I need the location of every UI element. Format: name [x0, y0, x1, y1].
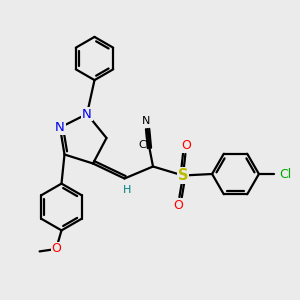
Text: O: O — [173, 199, 183, 212]
Text: C: C — [138, 140, 146, 150]
Text: Cl: Cl — [279, 167, 291, 181]
Text: N: N — [55, 121, 65, 134]
Text: O: O — [181, 139, 191, 152]
Text: N: N — [142, 116, 150, 127]
Text: S: S — [178, 168, 188, 183]
Text: N: N — [82, 107, 92, 121]
Text: O: O — [51, 242, 61, 256]
Text: H: H — [123, 185, 131, 195]
